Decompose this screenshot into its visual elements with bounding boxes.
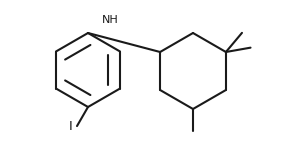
Text: I: I: [69, 120, 73, 133]
Text: NH: NH: [102, 15, 118, 25]
